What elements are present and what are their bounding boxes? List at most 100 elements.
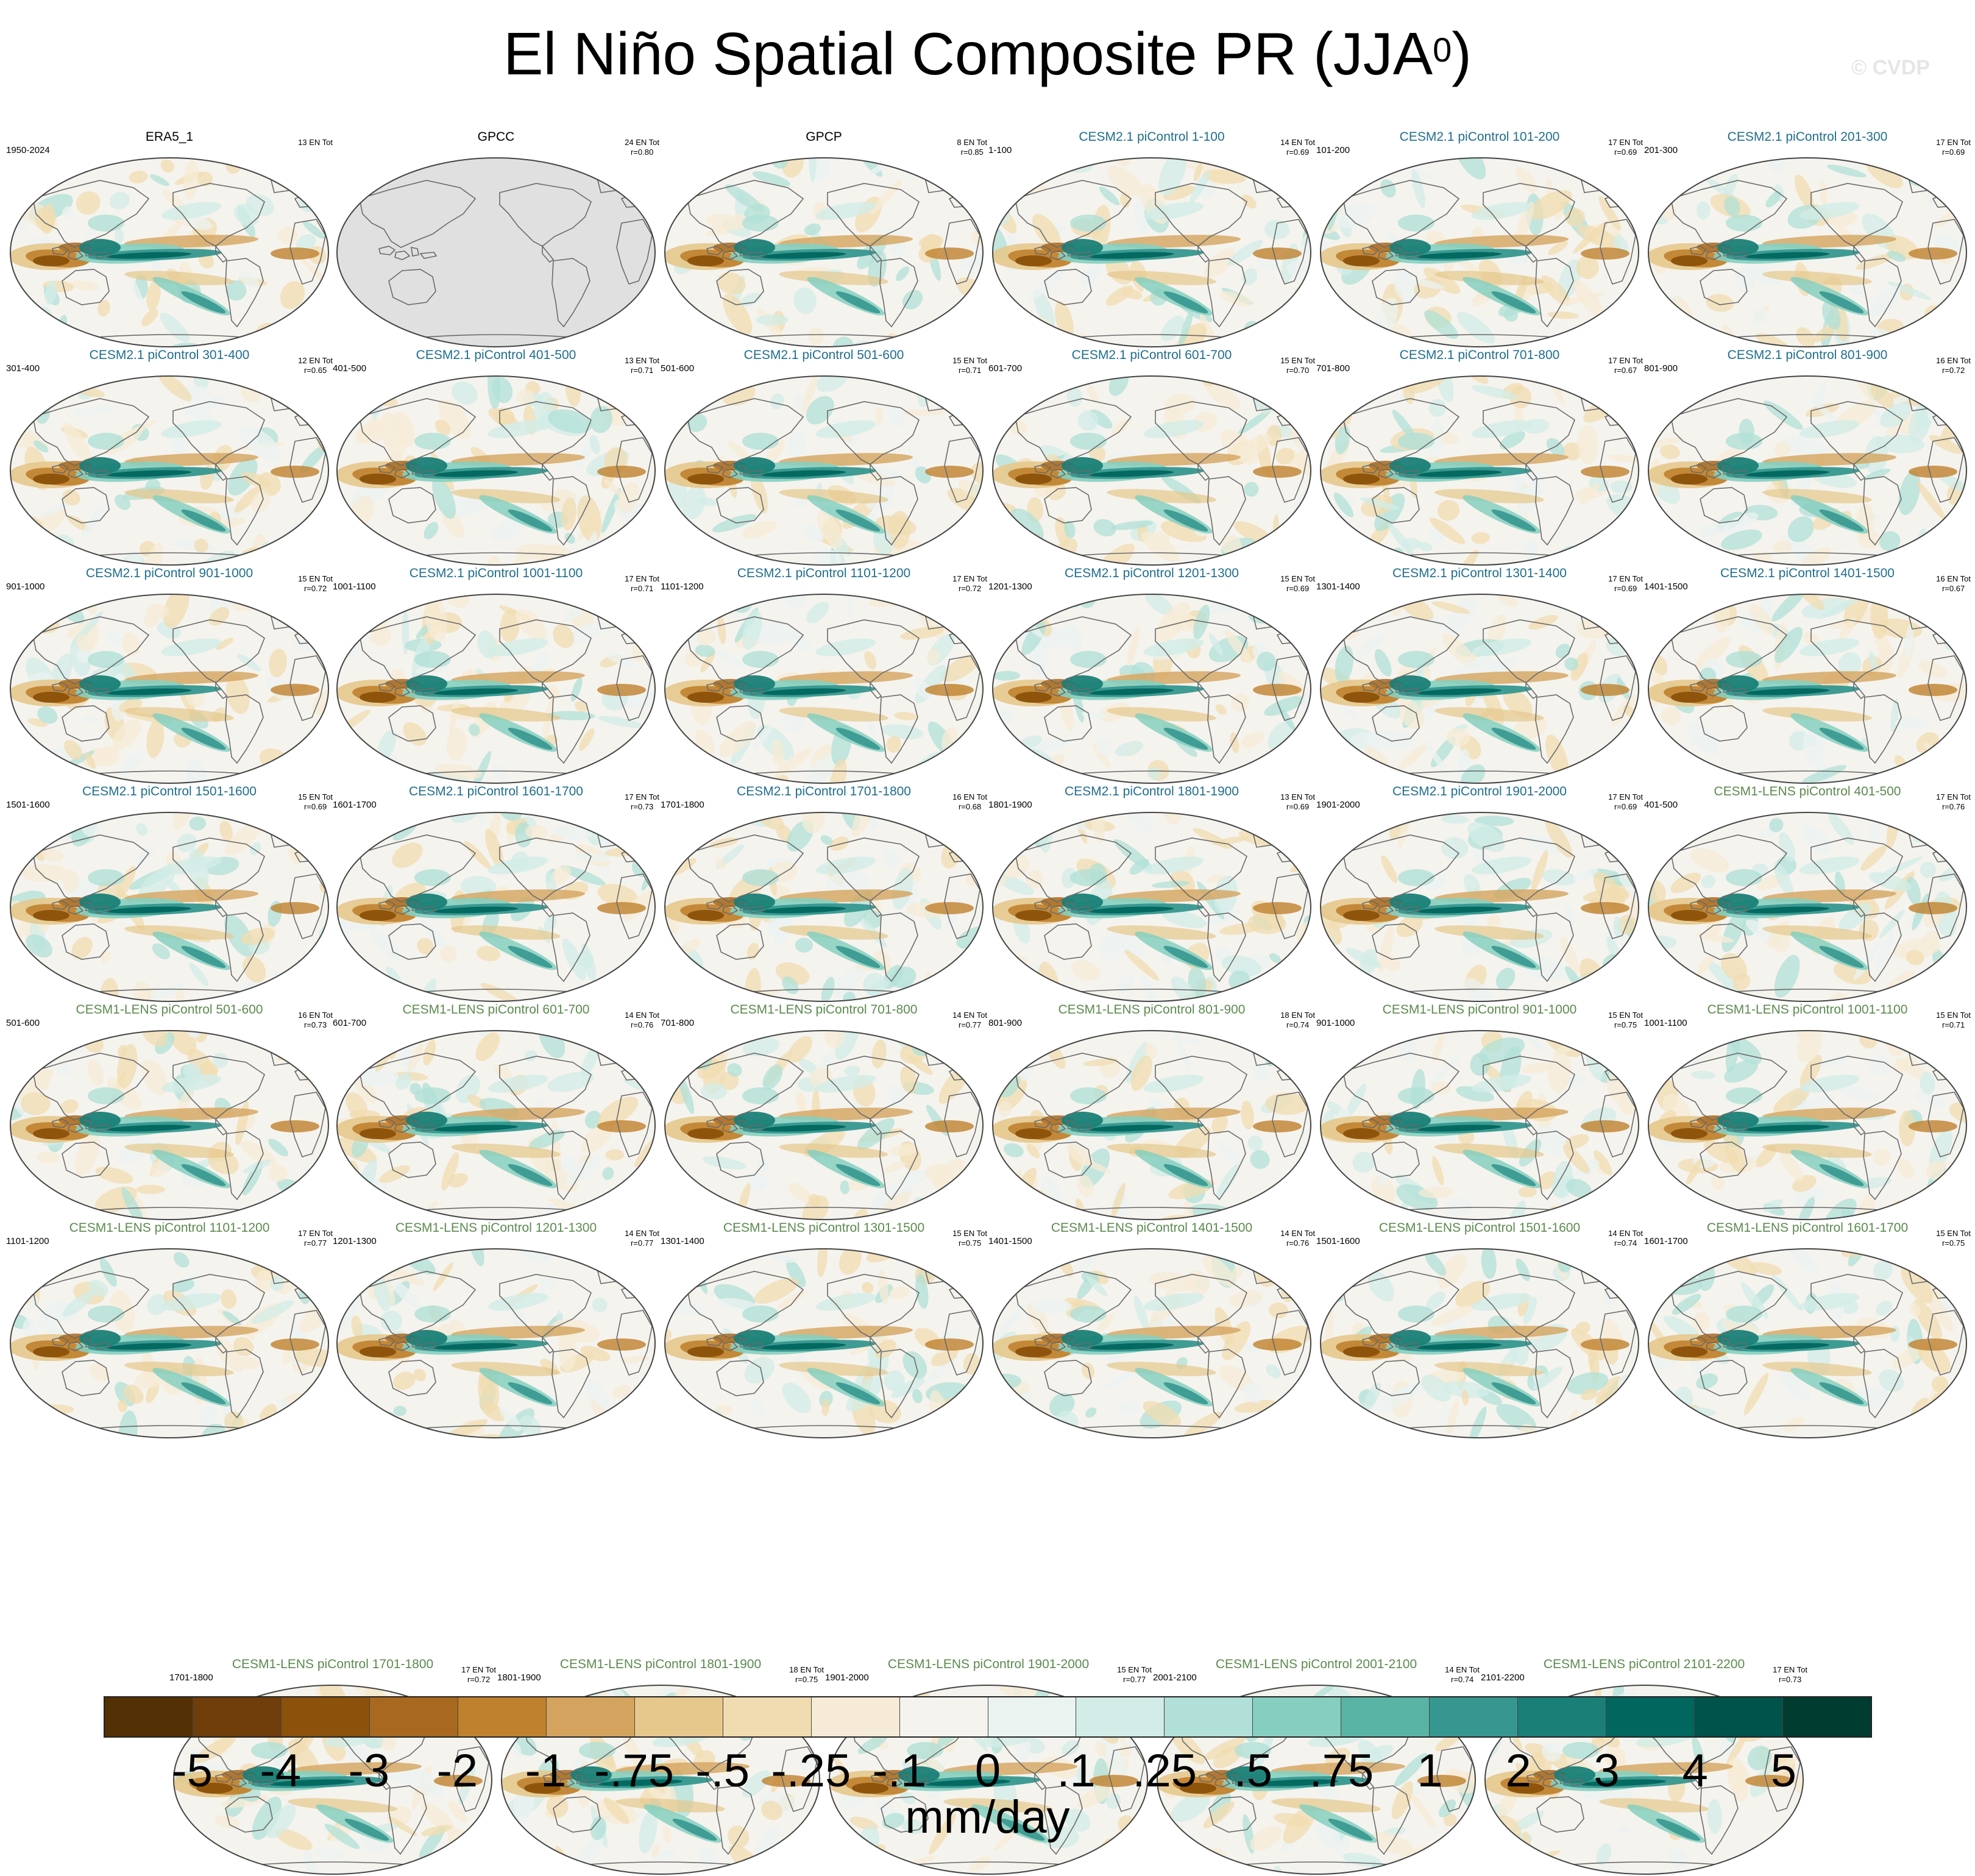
- figure-title: El Niño Spatial Composite PR (JJA0): [503, 20, 1472, 87]
- event-count: 8 EN Tot: [957, 138, 987, 147]
- colorbar-bin: [1430, 1697, 1519, 1736]
- event-count: 13 EN Tot: [298, 138, 333, 147]
- event-count: 15 EN Tot: [1280, 574, 1315, 583]
- panel-title: CESM2.1 piControl 1101-1200: [737, 566, 911, 580]
- colorbar-tick-label: 2: [1505, 1745, 1531, 1797]
- precipitation-anomaly-map: [992, 157, 1311, 347]
- panel-stats: 13 EN Tot r=0.71: [625, 356, 659, 375]
- colorbar-bin: [811, 1697, 900, 1736]
- panel-years: 1301-1400: [1316, 581, 1360, 592]
- panel-stats: 17 EN Tot r=0.69: [1608, 792, 1643, 812]
- panel-years: 1101-1200: [661, 581, 704, 592]
- map-panel: CESM2.1 piControl 1-100 1-100 14 EN Tot r=0…: [988, 129, 1315, 349]
- precipitation-anomaly-map: [10, 594, 329, 784]
- map-panel: CESM2.1 piControl 401-500 401-500 13 EN To…: [333, 347, 659, 567]
- map-panel: CESM2.1 piControl 101-200 101-200 17 EN To…: [1316, 129, 1643, 349]
- colorbar-bin: [899, 1697, 988, 1736]
- panel-title: CESM2.1 piControl 701-800: [1399, 348, 1560, 362]
- precipitation-anomaly-map: [10, 157, 329, 347]
- map-panel: CESM2.1 piControl 701-800 701-800 17 EN To…: [1316, 347, 1643, 567]
- precipitation-anomaly-map: [664, 594, 984, 784]
- panel-stats: 17 EN Tot r=0.72: [952, 574, 987, 594]
- event-count: 15 EN Tot: [298, 574, 333, 583]
- colorbar-tick-label: -4: [260, 1745, 301, 1797]
- event-count: 13 EN Tot: [1280, 792, 1315, 801]
- panel-title: CESM1-LENS piControl 1001-1100: [1707, 1003, 1908, 1017]
- panel-title: CESM2.1 piControl 101-200: [1399, 130, 1560, 144]
- panel-stats: 15 EN Tot r=0.69: [298, 792, 333, 812]
- panel-title: CESM2.1 piControl 901-1000: [85, 566, 254, 580]
- panel-title: CESM2.1 piControl 1601-1700: [408, 784, 583, 798]
- pattern-correlation: r=0.76: [1941, 802, 1965, 811]
- colorbar-bin: [1518, 1697, 1607, 1736]
- panel-stats: 14 EN Tot r=0.76: [625, 1011, 659, 1030]
- pattern-correlation: r=0.65: [303, 366, 327, 375]
- pattern-correlation: r=0.72: [303, 584, 327, 593]
- event-count: 24 EN Tot: [625, 138, 659, 147]
- map-panel: CESM1-LENS piControl 1401-1500 1401-1500 1…: [988, 1220, 1315, 1440]
- panel-title: CESM1-LENS piControl 1501-1600: [1378, 1221, 1581, 1235]
- precipitation-anomaly-map: [1320, 375, 1639, 566]
- event-count: 15 EN Tot: [1936, 1011, 1971, 1020]
- panel-title: CESM2.1 piControl 1801-1900: [1064, 784, 1239, 798]
- panel-stats: 13 EN Tot r=0.69: [1280, 792, 1315, 812]
- panel-years: 1201-1300: [988, 581, 1032, 592]
- map-panel: CESM2.1 piControl 1601-1700 1601-1700 17 E…: [333, 784, 659, 1003]
- precipitation-anomaly-map: [1648, 1030, 1967, 1220]
- pattern-correlation: r=0.72: [467, 1675, 491, 1684]
- event-count: 17 EN Tot: [625, 574, 659, 583]
- event-count: 17 EN Tot: [1936, 138, 1971, 147]
- colorbar-tick-label: -.5: [695, 1745, 750, 1797]
- map-panel: CESM2.1 piControl 1701-1800 1701-1800 16 E…: [661, 784, 987, 1003]
- pattern-correlation: r=0.69: [1614, 584, 1637, 593]
- map-panel: CESM1-LENS piControl 901-1000 901-1000 15 …: [1316, 1002, 1643, 1221]
- precipitation-anomaly-map: [1648, 812, 1967, 1002]
- precipitation-anomaly-map: [1648, 1248, 1967, 1438]
- panel-years: 1001-1100: [1644, 1018, 1687, 1028]
- colorbar-bin: [193, 1697, 282, 1736]
- colorbar-tick-label: -3: [348, 1745, 390, 1797]
- panel-stats: 17 EN Tot r=0.72: [461, 1665, 496, 1685]
- panel-title: CESM1-LENS piControl 1701-1800: [232, 1657, 434, 1671]
- panel-stats: 15 EN Tot r=0.72: [298, 574, 333, 594]
- colorbar-units: mm/day: [905, 1791, 1070, 1843]
- colorbar-bin: [1606, 1697, 1695, 1736]
- pattern-correlation: r=0.69: [1614, 802, 1637, 811]
- pattern-correlation: r=0.71: [1941, 1020, 1965, 1029]
- panel-title: CESM2.1 piControl 1001-1100: [409, 566, 583, 580]
- panel-years: 501-600: [6, 1018, 40, 1028]
- map-panel: CESM2.1 piControl 501-600 501-600 15 EN To…: [661, 347, 987, 567]
- event-count: 17 EN Tot: [1608, 792, 1643, 801]
- colorbar-tick-label: .75: [1309, 1745, 1374, 1797]
- panel-title: CESM1-LENS piControl 1801-1900: [559, 1657, 762, 1671]
- panel-title: CESM2.1 piControl 501-600: [743, 348, 904, 362]
- panel-years: 801-900: [1644, 363, 1678, 374]
- map-panel: CESM1-LENS piControl 1601-1700 1601-1700 1…: [1644, 1220, 1971, 1440]
- pattern-correlation: r=0.76: [630, 1020, 654, 1029]
- panel-title: CESM1-LENS piControl 801-900: [1058, 1003, 1246, 1017]
- pattern-correlation: r=0.75: [795, 1675, 818, 1684]
- panel-stats: 15 EN Tot r=0.70: [1280, 356, 1315, 375]
- panel-years: 601-700: [988, 363, 1023, 374]
- panel-stats: 17 EN Tot r=0.69: [1608, 138, 1643, 157]
- panel-title: CESM2.1 piControl 301-400: [89, 348, 250, 362]
- pattern-correlation: r=0.67: [1614, 366, 1637, 375]
- precipitation-anomaly-map: [1320, 594, 1639, 784]
- pattern-correlation: r=0.69: [1286, 584, 1310, 593]
- panel-years: 1001-1100: [333, 581, 376, 592]
- panel-stats: 16 EN Tot r=0.68: [952, 792, 987, 812]
- panel-title: CESM1-LENS piControl 501-600: [76, 1003, 263, 1017]
- precipitation-anomaly-map: [336, 594, 656, 784]
- pattern-correlation: r=0.71: [630, 584, 654, 593]
- event-count: 17 EN Tot: [1608, 356, 1643, 365]
- map-panel: ERA5_1 1950-2024 13 EN Tot: [6, 129, 333, 349]
- colorbar-bin: [1165, 1697, 1253, 1736]
- panel-title: GPCC: [477, 130, 515, 144]
- panel-years: 2001-2100: [1153, 1672, 1197, 1683]
- pattern-correlation: r=0.77: [958, 1020, 982, 1029]
- cvdp-watermark: © CVDP: [1851, 56, 1930, 79]
- panel-stats: 16 EN Tot r=0.73: [298, 1011, 333, 1030]
- event-count: 16 EN Tot: [952, 792, 987, 801]
- panel-years: 1801-1900: [497, 1672, 541, 1683]
- panel-stats: 17 EN Tot r=0.73: [625, 792, 659, 812]
